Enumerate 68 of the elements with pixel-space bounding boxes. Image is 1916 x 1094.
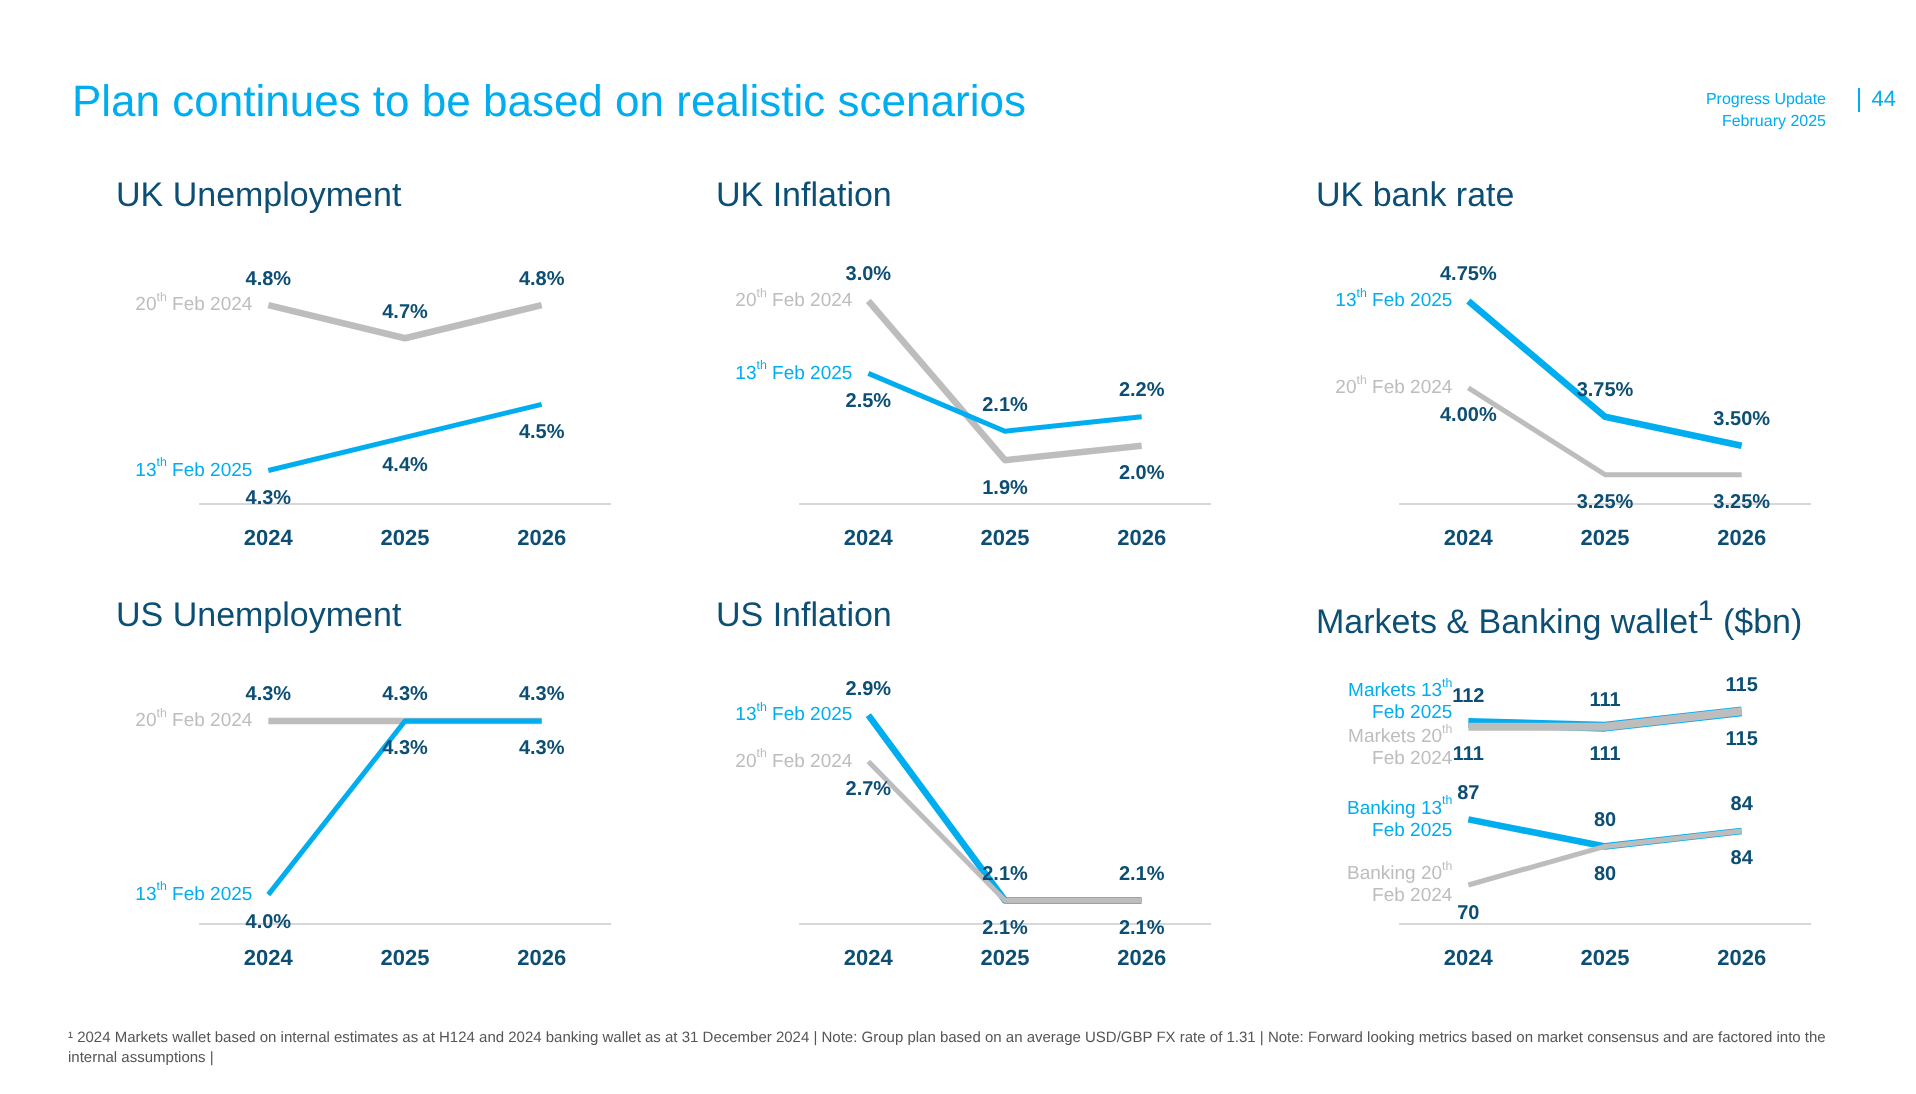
x-tick-label: 2024 (243, 946, 295, 971)
text: Plan continues to be based on realistic scenarios (72, 76, 1026, 128)
data-label: 2.5% (845, 390, 892, 413)
data-label: 87 (1457, 782, 1481, 805)
data-label: 3.25% (1713, 492, 1771, 515)
x-tick-label: 2024 (843, 526, 895, 551)
data-label: 4.0% (245, 912, 292, 935)
data-label: 111 (1589, 744, 1622, 767)
data-label: 4.75% (1439, 264, 1497, 287)
x-tick-label: 2024 (243, 526, 295, 551)
data-label: 115 (1725, 674, 1759, 697)
data-label: 4.3% (245, 684, 292, 707)
data-label: 2.2% (1118, 380, 1165, 403)
data-label: 4.7% (382, 301, 429, 324)
x-tick-label: 2024 (1443, 526, 1495, 551)
data-label: 2.1% (982, 917, 1029, 940)
x-tick-label: 2026 (1717, 946, 1767, 971)
data-label: 2.1% (1118, 863, 1165, 886)
data-label: 115 (1725, 728, 1759, 751)
data-label: 84 (1730, 794, 1754, 817)
x-tick-label: 2026 (517, 946, 567, 971)
data-label: 70 (1457, 902, 1481, 925)
data-label: 4.4% (382, 454, 429, 477)
data-label: 4.3% (518, 684, 565, 707)
data-label: 4.8% (245, 268, 292, 291)
data-label: 4.00% (1439, 405, 1497, 428)
x-tick-label: 2025 (980, 946, 1030, 971)
x-tick-label: 2025 (380, 526, 430, 551)
data-label: 3.0% (845, 264, 892, 287)
data-label: 3.25% (1576, 492, 1634, 515)
data-label: 4.3% (518, 738, 565, 761)
data-label: 112 (1452, 686, 1486, 709)
data-label: 2.1% (1118, 917, 1165, 940)
data-label: 111 (1589, 690, 1622, 713)
data-label: 4.5% (518, 421, 565, 444)
data-label: 111 (1452, 744, 1485, 767)
x-tick-label: 2024 (1443, 946, 1495, 971)
chart-title: UK Inflation (716, 176, 894, 218)
x-tick-label: 2024 (843, 946, 895, 971)
x-tick-label: 2025 (980, 526, 1030, 551)
chart-title: US Inflation (716, 596, 894, 638)
chart-title: Markets & Banking wallet$^{1}$ ($bn) (1316, 596, 1805, 646)
data-label: 80 (1593, 863, 1617, 886)
chart-title: UK bank rate (1316, 176, 1517, 218)
data-label: 2.9% (845, 678, 892, 701)
data-label: 84 (1730, 848, 1754, 871)
data-label: 4.3% (382, 684, 429, 707)
data-label: 1.9% (982, 477, 1029, 500)
x-tick-label: 2025 (380, 946, 430, 971)
chart-title: UK Unemployment (116, 176, 404, 218)
x-tick-label: 2026 (1117, 946, 1167, 971)
x-tick-label: 2026 (1717, 526, 1767, 551)
x-tick-label: 2026 (517, 526, 567, 551)
x-tick-label: 2025 (1580, 946, 1630, 971)
text: February 2025 (1719, 110, 1826, 132)
data-label: 2.1% (982, 394, 1029, 417)
data-label: 80 (1593, 809, 1617, 832)
data-label: 3.75% (1576, 380, 1634, 403)
data-label: 3.50% (1713, 409, 1771, 432)
chart-title: US Unemployment (116, 596, 404, 638)
x-tick-label: 2025 (1580, 526, 1630, 551)
text: 44 (1857, 88, 1896, 112)
data-label: 4.8% (518, 268, 565, 291)
text: Progress Update (1705, 88, 1826, 110)
x-tick-label: 2026 (1117, 526, 1167, 551)
data-label: 2.0% (1118, 463, 1165, 486)
data-label: 2.7% (845, 778, 892, 801)
data-label: 4.3% (245, 488, 292, 511)
